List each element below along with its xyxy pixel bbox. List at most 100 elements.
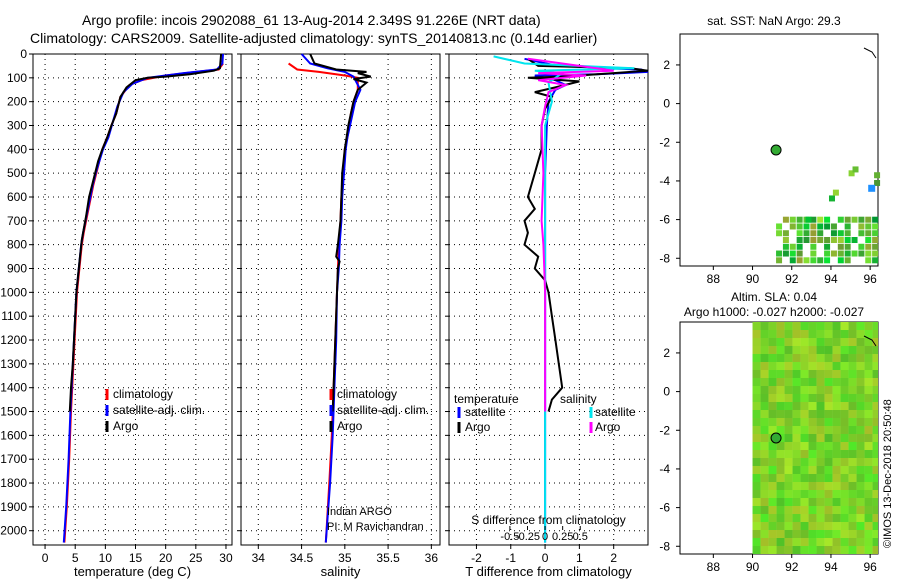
sla-field-cell bbox=[776, 410, 785, 418]
sla-field-cell bbox=[792, 402, 801, 410]
sst-field-cell bbox=[848, 170, 855, 177]
sst-coastline bbox=[863, 47, 877, 59]
sla-field-cell bbox=[752, 434, 761, 442]
sst-field-cell bbox=[810, 230, 817, 237]
sla-field-cell bbox=[760, 354, 769, 362]
sla-field-cell bbox=[824, 402, 833, 410]
temperature-xtick-label: 30 bbox=[219, 551, 233, 565]
sla-field-cell bbox=[824, 530, 833, 538]
sla-field-cell bbox=[832, 434, 841, 442]
sla-field-cell bbox=[760, 530, 769, 538]
sla-field-cell bbox=[760, 434, 769, 442]
sla-field-cell bbox=[776, 386, 785, 394]
sla-field-cell bbox=[752, 482, 761, 490]
sla-field-cell bbox=[808, 514, 817, 522]
sla-field-cell bbox=[816, 482, 825, 490]
sla-field-cell bbox=[840, 370, 849, 378]
sst-field-cell bbox=[844, 243, 851, 250]
sla-field-cell bbox=[856, 354, 865, 362]
sla-field-cell bbox=[768, 354, 777, 362]
sla-field-cell bbox=[800, 522, 809, 530]
depth-tick-label: 400 bbox=[7, 142, 27, 156]
temperature-xtick-label: 20 bbox=[159, 551, 173, 565]
sla-field-cell bbox=[832, 506, 841, 514]
sla-field-cell bbox=[824, 362, 833, 370]
sla-field-cell bbox=[768, 378, 777, 386]
sst-xtick-label: 92 bbox=[785, 272, 799, 286]
sla-field-cell bbox=[856, 490, 865, 498]
sla-field-cell bbox=[856, 530, 865, 538]
sla-field-cell bbox=[752, 402, 761, 410]
sla-field-cell bbox=[840, 434, 849, 442]
sla-field-cell bbox=[760, 506, 769, 514]
sla-field-cell bbox=[800, 330, 809, 338]
sla-field-cell bbox=[864, 394, 873, 402]
sla-field-cell bbox=[792, 394, 801, 402]
sst-field-cell bbox=[874, 172, 881, 179]
sla-field-cell bbox=[872, 386, 878, 394]
sla-field-cell bbox=[824, 338, 833, 346]
depth-tick-label: 1800 bbox=[0, 476, 27, 490]
sla-field-cell bbox=[784, 354, 793, 362]
sla-field-cell bbox=[840, 530, 849, 538]
sla-field-cell bbox=[872, 434, 878, 442]
sla-field-cell bbox=[872, 474, 878, 482]
sst-field-cell bbox=[796, 257, 803, 264]
sla-field-cell bbox=[760, 346, 769, 354]
sla-field-cell bbox=[872, 354, 878, 362]
sla-field-cell bbox=[808, 522, 817, 530]
salinity-xtick-label: 34 bbox=[252, 551, 266, 565]
sla-field-cell bbox=[848, 434, 857, 442]
sla-field-cell bbox=[776, 498, 785, 506]
sla-field-cell bbox=[792, 530, 801, 538]
sla-field-cell bbox=[840, 386, 849, 394]
sst-field-cell bbox=[782, 243, 789, 250]
sla-field-cell bbox=[808, 402, 817, 410]
sla-field-cell bbox=[776, 458, 785, 466]
sla-field-cell bbox=[816, 410, 825, 418]
sla-field-cell bbox=[816, 450, 825, 458]
sla-field-cell bbox=[840, 362, 849, 370]
salinity-annotation: PI: M Ravichandran bbox=[327, 521, 424, 533]
sst-field-cell bbox=[858, 250, 865, 257]
sst-field-cell bbox=[828, 195, 835, 202]
sst-field-cell bbox=[837, 216, 844, 223]
temperature-plot-frame bbox=[32, 53, 233, 546]
sla-field-cell bbox=[840, 522, 849, 530]
sla-field-cell bbox=[840, 338, 849, 346]
sla-field-cell bbox=[792, 426, 801, 434]
sla-field-cell bbox=[864, 362, 873, 370]
sla-field-cell bbox=[848, 474, 857, 482]
sla-field-cell bbox=[760, 482, 769, 490]
sla-field-cell bbox=[864, 354, 873, 362]
sla-field-cell bbox=[752, 394, 761, 402]
depth-tick-label: 900 bbox=[7, 262, 27, 276]
sla-field-cell bbox=[768, 402, 777, 410]
sst-field-cell bbox=[865, 257, 872, 264]
sst-field-cell bbox=[865, 223, 872, 230]
sst-field-cell bbox=[837, 257, 844, 264]
sla-field-cell bbox=[848, 442, 857, 450]
sla-field-cell bbox=[864, 538, 873, 546]
sla-field-cell bbox=[824, 354, 833, 362]
sla-field-cell bbox=[752, 418, 761, 426]
sla-field-cell bbox=[808, 546, 817, 554]
sla-field-cell bbox=[824, 386, 833, 394]
sst-field-cell bbox=[824, 257, 831, 264]
sla-xtick-label: 88 bbox=[707, 560, 721, 574]
sla-field-cell bbox=[824, 330, 833, 338]
sst-field-cell bbox=[810, 237, 817, 243]
sla-field-cell bbox=[752, 410, 761, 418]
sla-field-cell bbox=[856, 394, 865, 402]
sla-field-cell bbox=[752, 426, 761, 434]
sla-field-cell bbox=[864, 426, 873, 434]
sla-field-cell bbox=[840, 546, 849, 554]
sla-field-cell bbox=[872, 458, 878, 466]
sst-field-cell bbox=[872, 230, 879, 237]
sla-field-cell bbox=[840, 490, 849, 498]
sla-field-cell bbox=[808, 418, 817, 426]
salinity-xtick-label: 35 bbox=[338, 551, 352, 565]
sla-field-cell bbox=[832, 426, 841, 434]
sla-field-cell bbox=[832, 362, 841, 370]
sla-field-cell bbox=[768, 530, 777, 538]
